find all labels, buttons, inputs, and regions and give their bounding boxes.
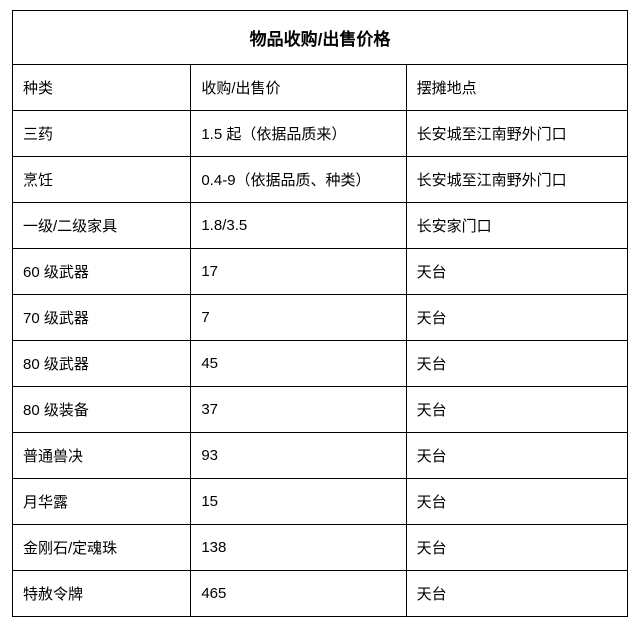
cell-location: 长安城至江南野外门口 (406, 111, 627, 157)
cell-type: 三药 (13, 111, 191, 157)
table-row: 烹饪 0.4-9（依据品质、种类） 长安城至江南野外门口 (13, 157, 628, 203)
cell-location: 长安家门口 (406, 203, 627, 249)
cell-price: 17 (191, 249, 406, 295)
cell-type: 80 级武器 (13, 341, 191, 387)
cell-type: 普通兽决 (13, 433, 191, 479)
cell-type: 特赦令牌 (13, 571, 191, 617)
price-table: 物品收购/出售价格 种类 收购/出售价 摆摊地点 三药 1.5 起（依据品质来）… (12, 10, 628, 617)
cell-location: 天台 (406, 341, 627, 387)
table-title: 物品收购/出售价格 (13, 11, 628, 65)
table-row: 特赦令牌 465 天台 (13, 571, 628, 617)
cell-location: 天台 (406, 433, 627, 479)
cell-location: 天台 (406, 295, 627, 341)
cell-price: 1.8/3.5 (191, 203, 406, 249)
cell-location: 长安城至江南野外门口 (406, 157, 627, 203)
cell-type: 60 级武器 (13, 249, 191, 295)
cell-price: 1.5 起（依据品质来） (191, 111, 406, 157)
table-row: 80 级武器 45 天台 (13, 341, 628, 387)
table-row: 80 级装备 37 天台 (13, 387, 628, 433)
cell-price: 7 (191, 295, 406, 341)
col-header-price: 收购/出售价 (191, 65, 406, 111)
cell-location: 天台 (406, 479, 627, 525)
header-row: 种类 收购/出售价 摆摊地点 (13, 65, 628, 111)
table-row: 月华露 15 天台 (13, 479, 628, 525)
cell-price: 15 (191, 479, 406, 525)
table-row: 普通兽决 93 天台 (13, 433, 628, 479)
cell-price: 37 (191, 387, 406, 433)
table-row: 金刚石/定魂珠 138 天台 (13, 525, 628, 571)
cell-type: 月华露 (13, 479, 191, 525)
table-row: 70 级武器 7 天台 (13, 295, 628, 341)
table-row: 三药 1.5 起（依据品质来） 长安城至江南野外门口 (13, 111, 628, 157)
cell-price: 93 (191, 433, 406, 479)
title-row: 物品收购/出售价格 (13, 11, 628, 65)
cell-location: 天台 (406, 525, 627, 571)
cell-type: 70 级武器 (13, 295, 191, 341)
table-row: 60 级武器 17 天台 (13, 249, 628, 295)
cell-location: 天台 (406, 249, 627, 295)
cell-location: 天台 (406, 571, 627, 617)
col-header-type: 种类 (13, 65, 191, 111)
cell-price: 45 (191, 341, 406, 387)
cell-type: 一级/二级家具 (13, 203, 191, 249)
cell-location: 天台 (406, 387, 627, 433)
cell-type: 烹饪 (13, 157, 191, 203)
cell-type: 80 级装备 (13, 387, 191, 433)
cell-type: 金刚石/定魂珠 (13, 525, 191, 571)
table-row: 一级/二级家具 1.8/3.5 长安家门口 (13, 203, 628, 249)
cell-price: 0.4-9（依据品质、种类） (191, 157, 406, 203)
cell-price: 138 (191, 525, 406, 571)
cell-price: 465 (191, 571, 406, 617)
col-header-location: 摆摊地点 (406, 65, 627, 111)
